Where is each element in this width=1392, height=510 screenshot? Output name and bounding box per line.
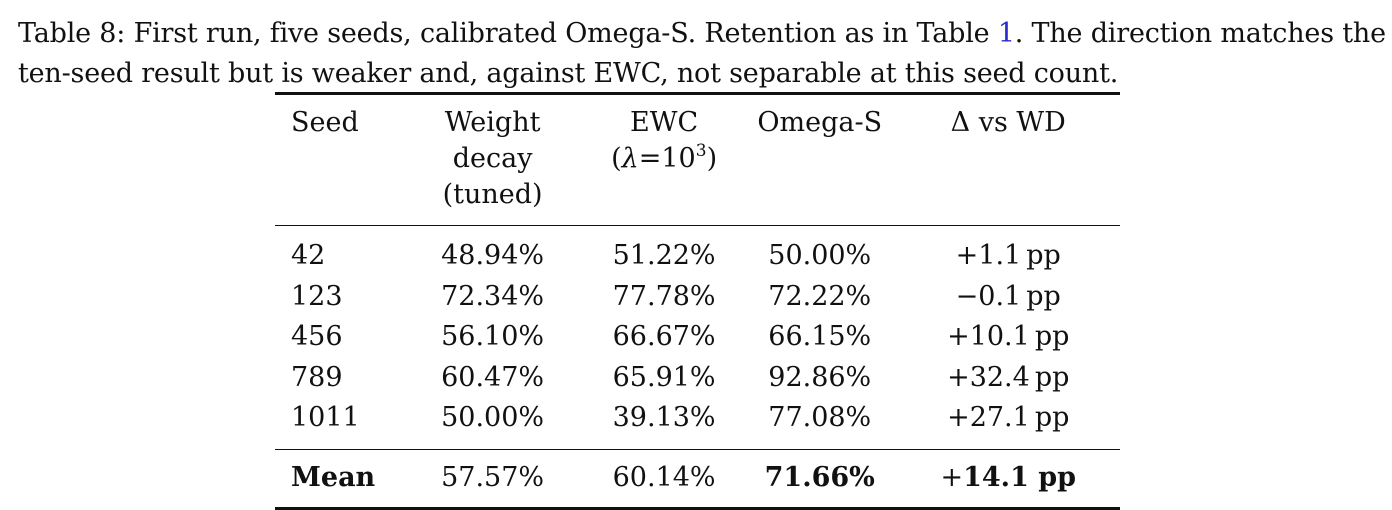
header-weight-decay-line2: (tuned) — [442, 179, 543, 210]
cell-omega-s: 92.86% — [768, 361, 872, 393]
header-weight-decay: Weight decay (tuned) — [400, 94, 585, 226]
cell-delta: +1.1 pp — [897, 226, 1121, 277]
header-delta-vs-wd: Δ vs WD — [950, 107, 1066, 138]
table-row: 42 48.94% 51.22% 50.00% +1.1 pp — [275, 226, 1120, 277]
caption-label: Table 8: — [18, 18, 126, 49]
cell-weight-decay: 72.34% — [441, 280, 545, 312]
cell-ewc: 77.78% — [612, 280, 716, 312]
mean-ewc: 60.14% — [612, 461, 716, 493]
cell-weight-decay: 60.47% — [441, 361, 545, 393]
caption-text: First run, five seeds, calibrated Omega-… — [133, 18, 990, 49]
header-ewc-line2: (λ=103) — [611, 141, 718, 175]
cell-weight-decay: 56.10% — [441, 321, 545, 352]
table-row: 789 60.47% 65.91% 92.86% +32.4 pp — [275, 358, 1120, 399]
cell-seed: 456 — [291, 321, 343, 352]
header-seed: Seed — [291, 107, 359, 138]
cell-omega-s: 77.08% — [768, 402, 872, 433]
cell-delta-unit: pp — [1026, 280, 1061, 312]
mean-label: Mean — [291, 461, 376, 493]
header-row: Seed Weight decay (tuned) EWC (λ=103) Om… — [275, 93, 1120, 226]
cell-delta-value: +1.1 — [955, 240, 1022, 271]
cell-delta-value: +32.4 — [947, 361, 1030, 393]
cell-weight-decay: 50.00% — [441, 402, 545, 433]
cell-omega-s: 66.15% — [768, 321, 872, 352]
cell-ewc: 65.91% — [612, 361, 716, 393]
table-row: 123 72.34% 77.78% 72.22% −0.1 pp — [275, 277, 1120, 318]
mean-delta: +14.1 pp — [897, 449, 1121, 508]
table-row: 1011 50.00% 39.13% 77.08% +27.1 pp — [275, 398, 1120, 449]
results-table: Seed Weight decay (tuned) EWC (λ=103) Om… — [275, 92, 1120, 510]
cell-delta-unit: pp — [1026, 240, 1061, 271]
cell-ewc: 39.13% — [612, 402, 716, 433]
mean-weight-decay: 57.57% — [441, 461, 545, 493]
mean-delta-value: 14.1 pp — [963, 461, 1077, 493]
cell-delta-value: +27.1 — [947, 402, 1030, 433]
header-omega-s: Omega-S — [757, 107, 883, 138]
cell-omega-s: 50.00% — [768, 240, 872, 271]
cell-ewc: 51.22% — [612, 240, 716, 271]
cell-delta-value: +10.1 — [947, 321, 1030, 352]
cell-delta-value: −0.1 — [955, 280, 1022, 312]
header-ewc-lambda: λ — [621, 143, 639, 174]
mean-omega-s: 71.66% — [764, 461, 875, 493]
header-ewc-line1: EWC — [630, 107, 699, 138]
mean-row: Mean 57.57% 60.14% 71.66% +14.1 pp — [275, 449, 1120, 508]
caption-text-continued: . The direction matches the ten-seed res… — [18, 18, 1386, 89]
cell-delta: +32.4 pp — [897, 358, 1121, 399]
mean-delta-sign: + — [940, 461, 964, 493]
cell-seed: 789 — [291, 361, 343, 393]
header-ewc: EWC (λ=103) — [585, 94, 743, 226]
cell-seed: 123 — [291, 280, 343, 312]
cell-omega-s: 72.22% — [768, 280, 872, 312]
table-row: 456 56.10% 66.67% 66.15% +10.1 pp — [275, 317, 1120, 358]
cell-seed: 1011 — [291, 402, 360, 433]
table-reference-link[interactable]: 1 — [997, 18, 1015, 49]
cell-delta-unit: pp — [1034, 321, 1070, 352]
table-caption: Table 8: First run, five seeds, calibrat… — [18, 14, 1388, 94]
header-ewc-exponent: 3 — [695, 141, 707, 161]
cell-delta-unit: pp — [1034, 361, 1070, 393]
table-summary: Mean 57.57% 60.14% 71.66% +14.1 pp — [275, 449, 1120, 508]
cell-delta: +27.1 pp — [897, 398, 1121, 449]
header-weight-decay-line1: Weight decay — [444, 107, 541, 174]
cell-weight-decay: 48.94% — [441, 240, 545, 271]
cell-delta-unit: pp — [1034, 402, 1070, 433]
table-body: 42 48.94% 51.22% 50.00% +1.1 pp 123 72.34… — [275, 226, 1120, 450]
cell-ewc: 66.67% — [612, 321, 716, 352]
cell-seed: 42 — [291, 240, 326, 271]
header-ewc-eq: =10 — [638, 143, 696, 174]
cell-delta: +10.1 pp — [897, 317, 1121, 358]
cell-delta: −0.1 pp — [897, 277, 1121, 318]
